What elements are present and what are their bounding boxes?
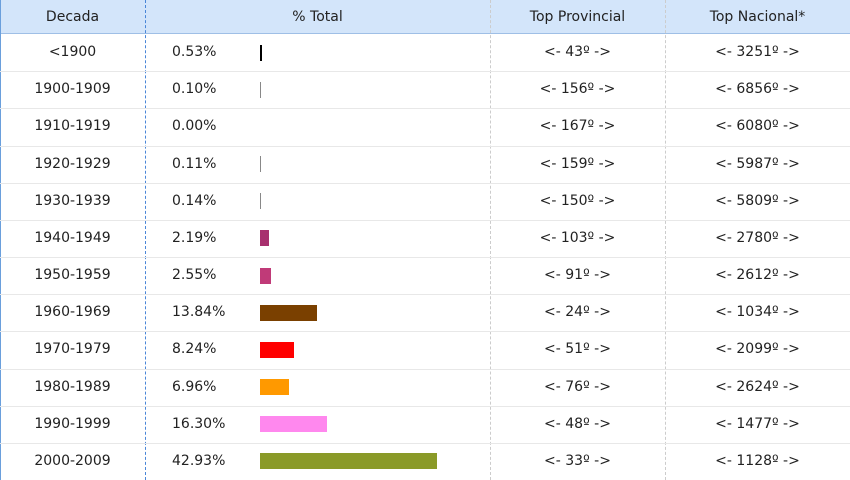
top-provincial: <- 156º -> — [539, 81, 616, 98]
row-divider — [0, 294, 850, 296]
top-national: <- 2624º -> — [715, 378, 800, 395]
table-header — [0, 0, 850, 34]
header-cell: Decada — [45, 9, 100, 25]
top-national: <- 2099º -> — [715, 341, 800, 358]
percent-bar — [260, 44, 263, 61]
header-cell: Top Nacional* — [709, 9, 806, 25]
percent-label: 0.11% — [172, 155, 217, 172]
percent-bar — [260, 379, 289, 396]
row-divider — [0, 368, 850, 370]
column-divider — [145, 0, 146, 480]
percent-bar — [260, 230, 270, 247]
top-national: <- 6080º -> — [715, 118, 800, 135]
top-provincial: <- 91º -> — [544, 267, 611, 283]
percent-label: 13.84% — [172, 304, 226, 321]
row-divider — [0, 257, 850, 258]
top-national: <- 1034º -> — [715, 304, 800, 321]
percent-label: 0.14% — [172, 192, 217, 209]
percent-label: 0.53% — [172, 44, 217, 60]
top-provincial: <- 43º -> — [544, 44, 611, 60]
percent-bar — [260, 341, 294, 358]
percent-label: 0.10% — [172, 81, 217, 98]
top-national: <- 2780º -> — [715, 229, 800, 246]
row-divider — [0, 405, 850, 407]
top-national: <- 1128º -> — [715, 452, 800, 469]
column-divider — [490, 0, 491, 480]
decade: 1960-1969 — [34, 304, 111, 321]
decade: 1970-1979 — [34, 341, 111, 358]
top-provincial: <- 51º -> — [544, 341, 611, 358]
percent-label: 2.55% — [172, 267, 217, 283]
row-divider — [0, 219, 850, 221]
top-national: <- 5809º -> — [715, 192, 800, 209]
top-provincial: <- 33º -> — [544, 452, 611, 469]
header-cell: Top Provincial — [529, 9, 626, 25]
percent-bar — [260, 193, 261, 210]
percent-bar — [260, 304, 318, 321]
top-provincial: <- 48º -> — [544, 415, 611, 432]
decade: <1900 — [48, 44, 97, 60]
top-provincial: <- 24º -> — [544, 304, 611, 321]
decade: 1900-1909 — [34, 81, 111, 98]
row-divider — [0, 145, 850, 147]
decade: 1950-1959 — [34, 267, 111, 283]
decade: 1980-1989 — [34, 378, 111, 395]
percent-label: 6.96% — [172, 378, 217, 395]
decade: 2000-2009 — [34, 452, 111, 469]
row-divider — [0, 331, 850, 333]
border-left — [0, 0, 1, 480]
top-provincial: <- 76º -> — [544, 378, 611, 395]
percent-label: 0.00% — [172, 118, 217, 135]
top-national: <- 2612º -> — [715, 267, 800, 283]
top-provincial: <- 150º -> — [539, 192, 616, 209]
top-national: <- 3251º -> — [715, 44, 800, 60]
percent-bar — [260, 453, 437, 470]
top-provincial: <- 103º -> — [539, 229, 616, 246]
percent-label: 16.30% — [172, 415, 226, 432]
top-national: <- 6856º -> — [715, 81, 800, 98]
top-national: <- 5987º -> — [715, 155, 800, 172]
decade: 1920-1929 — [34, 155, 111, 172]
top-provincial: <- 159º -> — [539, 155, 616, 172]
decade: 1990-1999 — [34, 415, 111, 432]
percent-label: 42.93% — [172, 452, 226, 469]
top-provincial: <- 167º -> — [539, 118, 616, 135]
decade: 1910-1919 — [34, 118, 111, 135]
percent-bar — [260, 267, 271, 284]
header-cell: % Total — [292, 9, 343, 25]
column-divider — [665, 0, 666, 480]
percent-label: 2.19% — [172, 229, 217, 246]
top-national: <- 1477º -> — [715, 415, 800, 432]
row-divider — [0, 108, 850, 110]
row-divider — [0, 71, 850, 73]
percent-bar — [260, 416, 328, 433]
percent-label: 8.24% — [172, 341, 217, 358]
decade: 1930-1939 — [34, 192, 111, 209]
row-divider — [0, 442, 850, 444]
row-divider — [0, 182, 850, 184]
decade: 1940-1949 — [34, 229, 111, 246]
